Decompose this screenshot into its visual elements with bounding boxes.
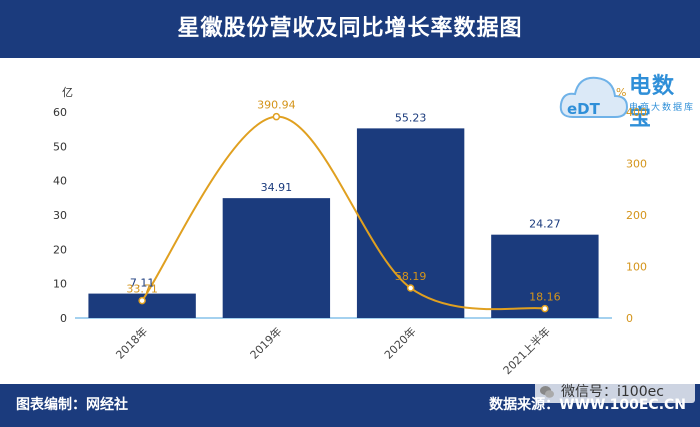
y-tick-label-right: 200 xyxy=(626,209,647,222)
y-axis-label-right: % xyxy=(616,86,626,99)
y-tick-label-right: 100 xyxy=(626,261,647,274)
x-tick-label: 2018年 xyxy=(113,324,150,361)
line-point xyxy=(406,284,415,292)
y-tick-label-left: 60 xyxy=(53,106,67,119)
x-tick-label: 2020年 xyxy=(381,324,418,361)
logo: eDT 电数宝 电商大数据库 xyxy=(555,62,695,132)
wechat-watermark: 微信号：i100ec xyxy=(535,381,695,403)
chart: 亿 % 0 10 20 30 40 50 60 0 100 200 300 400 2018年 2019年… xyxy=(53,86,647,377)
y-tick-label-left: 50 xyxy=(53,140,67,153)
line-point xyxy=(138,296,146,305)
logo-subtitle: 电商大数据库 xyxy=(629,103,696,113)
cloud-logo-icon: eDT xyxy=(559,76,629,118)
y-tick-label-right: 0 xyxy=(626,312,633,325)
logo-text: 电数宝 xyxy=(629,74,676,131)
y-axis-label-left: 亿 xyxy=(62,86,73,99)
bar-data-label: 55.23 xyxy=(395,111,427,124)
header-bar xyxy=(0,0,700,58)
bar-data-label: 7.11 xyxy=(130,277,155,290)
page-title: 星徽股份营收及同比增长率数据图 xyxy=(177,16,523,41)
x-tick-label: 2021上半年 xyxy=(500,324,553,377)
y-tick-label-right: 400 xyxy=(626,106,647,119)
y-tick-label-left: 30 xyxy=(53,209,67,222)
y-tick-label-left: 0 xyxy=(60,312,67,325)
x-tick-label: 2019年 xyxy=(247,324,284,361)
bar xyxy=(222,198,331,318)
growth-rate-line xyxy=(141,115,546,311)
y-tick-label-right: 300 xyxy=(626,158,647,171)
y-tick-label-left: 20 xyxy=(53,243,67,256)
y-tick-label-left: 10 xyxy=(53,278,67,291)
wechat-icon xyxy=(540,386,554,398)
line-point xyxy=(272,112,281,121)
line-data-label: 390.94 xyxy=(257,99,296,112)
wechat-id: 微信号：i100ec xyxy=(561,384,664,400)
line-data-label: 58.19 xyxy=(395,270,427,283)
bar-data-label: 34.91 xyxy=(261,181,293,194)
bar-data-label: 24.27 xyxy=(529,218,561,231)
line-data-label: 33.71 xyxy=(126,283,158,296)
bar xyxy=(491,234,599,318)
line-point xyxy=(541,304,549,313)
footer-credit: 图表编制：网经社 xyxy=(16,397,128,413)
line-data-label: 18.16 xyxy=(529,291,561,304)
logo-badge: eDT xyxy=(567,100,601,118)
y-tick-label-left: 40 xyxy=(53,175,67,188)
